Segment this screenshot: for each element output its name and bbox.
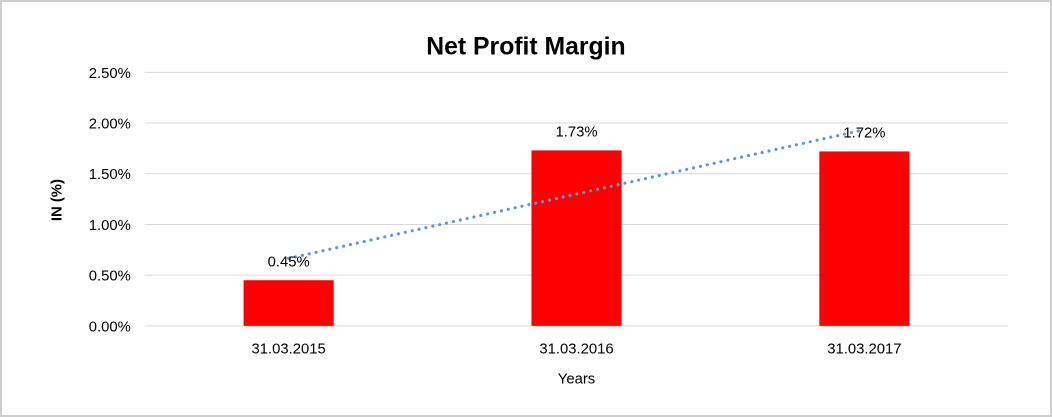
bar[interactable] [531, 150, 622, 326]
category-label: 31.03.2015 [251, 342, 325, 358]
bar-data-label: 1.73% [555, 125, 597, 141]
y-tick-label: 2.50% [89, 66, 131, 82]
bar-series [243, 150, 910, 326]
y-tick-label: 2.00% [89, 116, 131, 132]
y-tick-label: 1.00% [89, 218, 131, 234]
y-axis-tick-labels: 0.00% 0.50% 1.00% 1.50% 2.00% 2.50% [89, 66, 131, 336]
trendline-group [287, 128, 866, 261]
y-axis-title: IN (%) [49, 179, 65, 221]
category-label: 31.03.2016 [539, 342, 613, 358]
trendline[interactable] [287, 128, 866, 261]
bar-data-label: 0.45% [268, 254, 310, 270]
chart-title: Net Profit Margin [426, 33, 625, 60]
x-axis-title: Years [558, 371, 595, 387]
bar-data-label: 1.72% [843, 126, 885, 142]
bar[interactable] [819, 151, 910, 326]
category-label: 31.03.2017 [827, 342, 901, 358]
bar[interactable] [243, 280, 334, 326]
y-tick-label: 0.00% [89, 319, 131, 335]
data-labels: 0.45% 1.73% 1.72% [268, 125, 886, 271]
y-tick-label: 0.50% [89, 269, 131, 285]
y-tick-label: 1.50% [89, 167, 131, 183]
x-axis-category-labels: 31.03.2015 31.03.2016 31.03.2017 [251, 342, 901, 358]
